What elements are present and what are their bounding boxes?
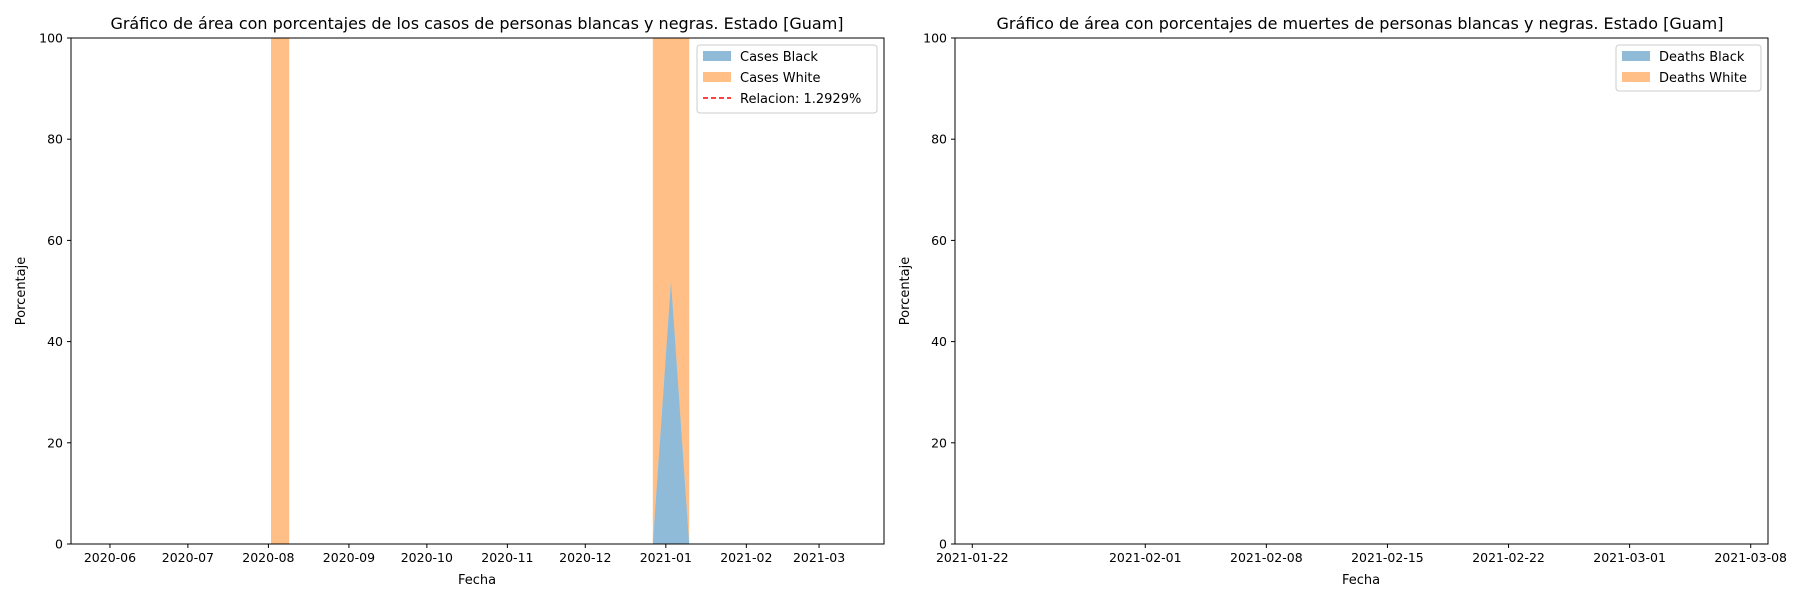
deaths-x-tick-label: 2021-01-22	[936, 550, 1009, 565]
cases-legend: Cases Black Cases White Relacion: 1.2929…	[696, 44, 878, 114]
cases-x-tick-label: 2021-02	[720, 550, 772, 565]
cases-legend-black-swatch	[703, 51, 731, 61]
deaths-legend-box	[1615, 44, 1762, 92]
cases-x-tick-label: 2020-09	[323, 550, 375, 565]
cases-legend-ratio-label: Relacion: 1.2929%	[740, 92, 861, 107]
deaths-x-axis-label: Fecha	[1342, 573, 1380, 588]
cases-y-tick-label: 100	[39, 31, 63, 46]
deaths-legend-white-label: Deaths White	[1659, 71, 1747, 86]
cases-chart: Gráfico de área con porcentajes de los c…	[14, 14, 885, 588]
deaths-legend-black-swatch	[1622, 51, 1650, 61]
deaths-legend-black-label: Deaths Black	[1659, 50, 1745, 65]
deaths-x-tick-label: 2021-02-15	[1351, 550, 1424, 565]
cases-y-tick-label: 0	[55, 537, 63, 552]
cases-white-area	[107, 38, 835, 544]
cases-x-tick-label: 2020-06	[84, 550, 136, 565]
deaths-y-tick-label: 40	[931, 334, 947, 349]
deaths-areas	[1006, 38, 1734, 544]
cases-x-tick-label: 2021-03	[793, 550, 845, 565]
deaths-chart: Gráfico de área con porcentajes de muert…	[898, 14, 1787, 588]
cases-legend-box	[696, 44, 878, 114]
deaths-legend: Deaths Black Deaths White	[1615, 44, 1762, 92]
cases-x-tick-label: 2021-01	[640, 550, 692, 565]
deaths-x-tick-label: 2021-02-22	[1472, 550, 1545, 565]
cases-x-axis-ticks: 2020-06 2020-07 2020-08 2020-09 2020-10 2020-…	[84, 544, 845, 565]
cases-chart-title: Gráfico de área con porcentajes de los c…	[110, 14, 843, 33]
cases-y-tick-label: 80	[47, 132, 63, 147]
cases-x-tick-label: 2020-07	[162, 550, 214, 565]
deaths-x-tick-label: 2021-02-01	[1109, 550, 1182, 565]
cases-areas	[107, 38, 835, 544]
deaths-y-axis-label: Porcentaje	[898, 257, 913, 325]
cases-plot-frame	[70, 37, 885, 545]
cases-y-tick-label: 40	[47, 334, 63, 349]
cases-legend-black-label: Cases Black	[740, 50, 818, 65]
cases-legend-white-label: Cases White	[740, 71, 821, 86]
deaths-chart-title: Gráfico de área con porcentajes de muert…	[997, 14, 1724, 33]
cases-x-tick-label: 2020-10	[401, 550, 453, 565]
cases-x-tick-label: 2020-08	[242, 550, 294, 565]
deaths-legend-white-swatch	[1622, 72, 1650, 82]
deaths-white-area	[1006, 38, 1734, 544]
cases-y-tick-label: 60	[47, 233, 63, 248]
deaths-y-tick-label: 80	[931, 132, 947, 147]
cases-x-tick-label: 2020-12	[559, 550, 611, 565]
deaths-y-tick-label: 0	[939, 537, 947, 552]
deaths-x-tick-label: 2021-02-08	[1230, 550, 1303, 565]
cases-y-axis-label: Porcentaje	[14, 257, 29, 325]
deaths-x-tick-label: 2021-03-08	[1714, 550, 1787, 565]
cases-y-tick-label: 20	[47, 435, 63, 450]
deaths-x-tick-label: 2021-03-01	[1593, 550, 1666, 565]
deaths-y-tick-label: 100	[923, 31, 947, 46]
deaths-y-tick-label: 20	[931, 435, 947, 450]
deaths-plot-frame	[954, 37, 1769, 545]
deaths-x-axis-ticks: 2021-01-22 2021-02-01 2021-02-08 2021-02-15…	[936, 544, 1787, 565]
cases-y-axis-ticks: 0 20 40 60 80 100	[39, 31, 71, 552]
deaths-y-tick-label: 60	[931, 233, 947, 248]
cases-black-area	[107, 280, 835, 544]
cases-x-tick-label: 2020-11	[481, 550, 533, 565]
cases-legend-white-swatch	[703, 72, 731, 82]
cases-x-axis-label: Fecha	[458, 573, 496, 588]
deaths-y-axis-ticks: 0 20 40 60 80 100	[923, 31, 955, 552]
